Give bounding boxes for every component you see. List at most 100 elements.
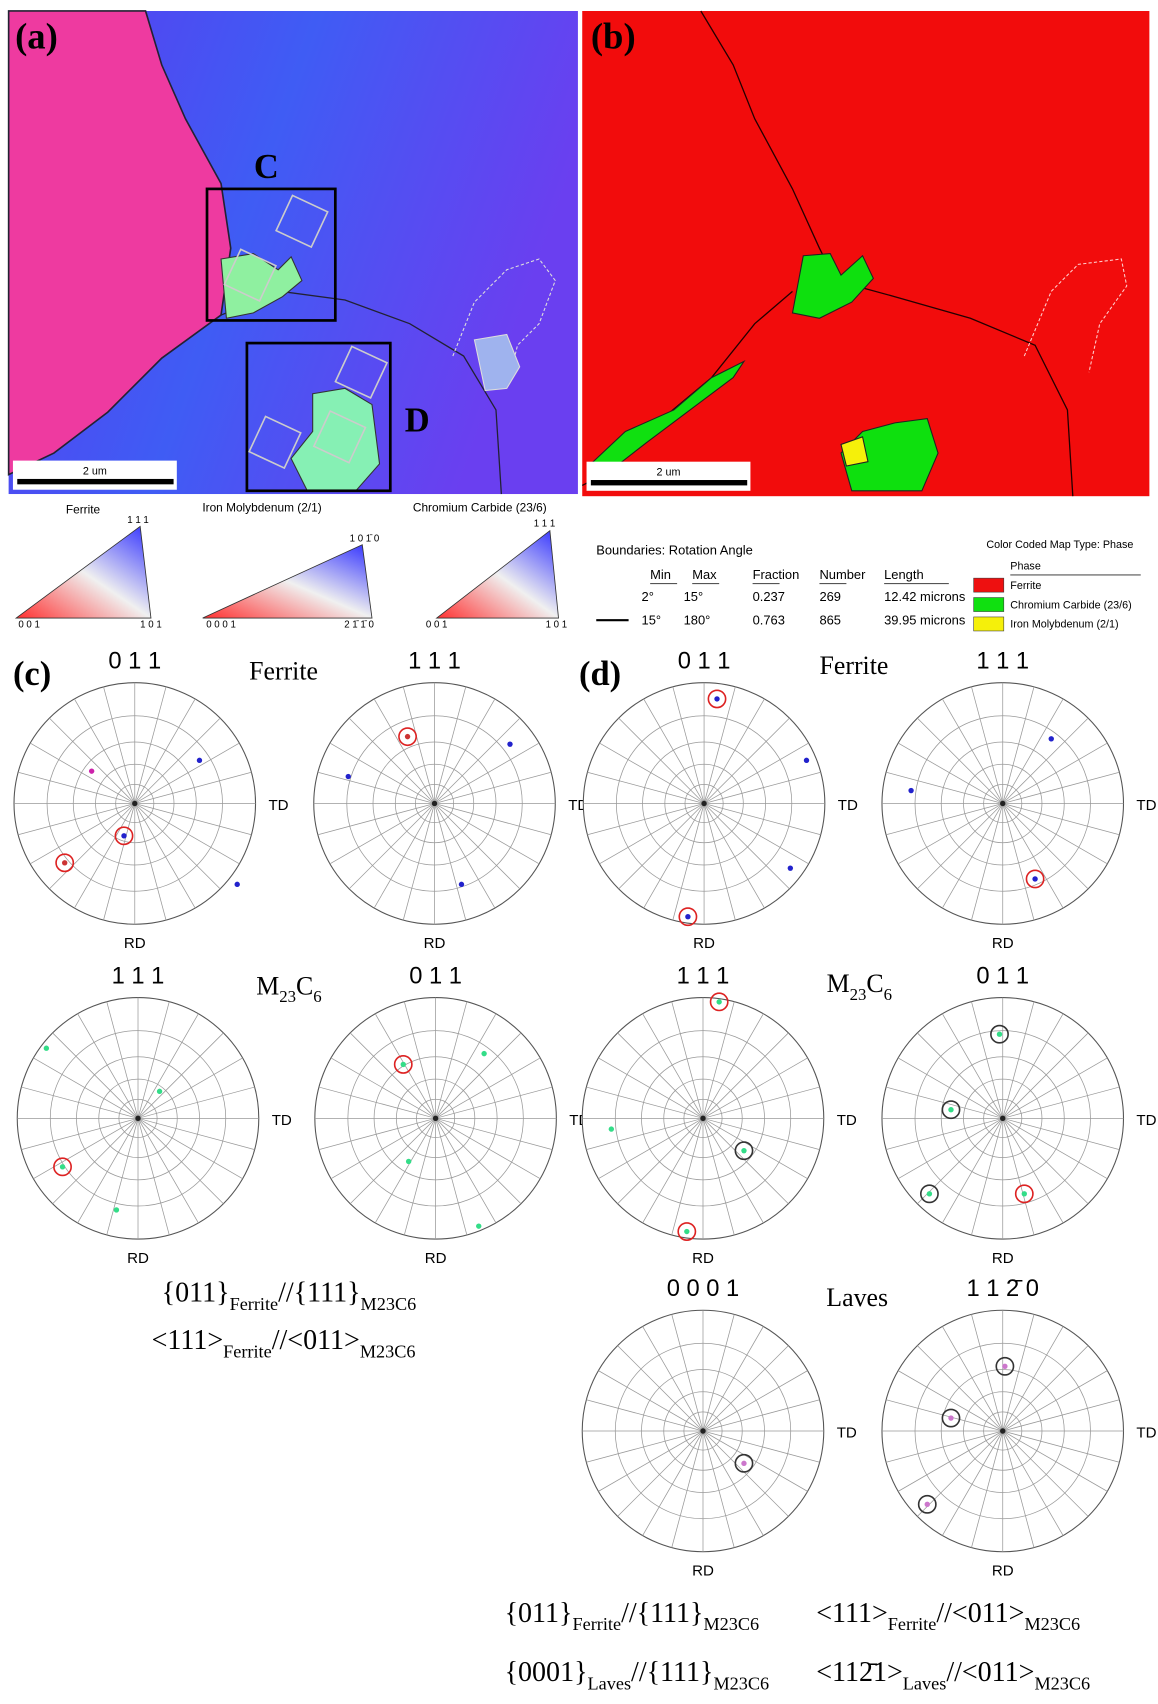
pole-center bbox=[700, 1428, 705, 1433]
pole-center bbox=[1000, 1116, 1005, 1121]
scale-bar bbox=[17, 479, 173, 484]
subscript: Ferrite bbox=[223, 1341, 272, 1361]
pole-spot bbox=[60, 1164, 65, 1169]
phase-label: M23C6 bbox=[827, 969, 892, 1004]
pole-spot bbox=[1049, 736, 1054, 741]
table-cell: 2° bbox=[642, 589, 654, 604]
subscript: M23C6 bbox=[713, 1674, 769, 1694]
text-part: Laves bbox=[826, 1283, 888, 1312]
table-header: Number bbox=[819, 567, 866, 582]
subscript: 23 bbox=[850, 985, 867, 1004]
text-part: //{111} bbox=[278, 1278, 360, 1309]
legend-swatch bbox=[974, 578, 1004, 592]
pole-center bbox=[1000, 1428, 1005, 1433]
pole-axis: TD bbox=[838, 797, 858, 814]
ipf-title: Chromium Carbide (23/6) bbox=[413, 500, 547, 514]
subscript: 6 bbox=[884, 985, 892, 1004]
pole-spot bbox=[948, 1415, 953, 1420]
pole-spot bbox=[741, 1148, 746, 1153]
pole-spot bbox=[405, 734, 410, 739]
phase-label: Ferrite bbox=[249, 656, 318, 685]
pole-spot bbox=[925, 1502, 930, 1507]
table-cell: 865 bbox=[819, 612, 841, 627]
table-cell: 12.42 microns bbox=[884, 589, 965, 604]
pole-center bbox=[132, 801, 137, 806]
pole-spot bbox=[1032, 876, 1037, 881]
ipf-corner: 1 1 1 bbox=[534, 518, 556, 529]
text-part: Ferrite bbox=[819, 651, 888, 680]
legend-header: Phase bbox=[1010, 561, 1041, 573]
pole-center bbox=[135, 1116, 140, 1121]
relation: {0001}Laves//{111}M23C6 bbox=[505, 1657, 770, 1693]
relation: {011}Ferrite//{111}M23C6 bbox=[162, 1278, 417, 1314]
subscript: 6 bbox=[313, 987, 321, 1006]
table-cell: 269 bbox=[819, 589, 841, 604]
subscript: Ferrite bbox=[888, 1614, 937, 1634]
pole-spot bbox=[927, 1191, 932, 1196]
subscript: Ferrite bbox=[230, 1294, 279, 1314]
pole-title: 0 1 1 bbox=[409, 964, 462, 990]
ipf-triangle bbox=[203, 545, 372, 618]
pole-title: 0 0 0 1 bbox=[667, 1276, 740, 1302]
pole-spot bbox=[401, 1062, 406, 1067]
table-cell: 0.763 bbox=[753, 612, 785, 627]
legend-label: Chromium Carbide (23/6) bbox=[1010, 599, 1131, 611]
text-part: //{111} bbox=[621, 1598, 703, 1629]
text-part: <112̄1> bbox=[816, 1657, 903, 1688]
panel-label: (b) bbox=[591, 16, 636, 57]
pole-title: 1 1 2̄ 0 bbox=[966, 1276, 1039, 1302]
pole-spot bbox=[609, 1126, 614, 1131]
pole-spot bbox=[481, 1051, 486, 1056]
pole-axis: RD bbox=[693, 935, 715, 952]
table-cell: 39.95 microns bbox=[884, 612, 965, 627]
pole-spot bbox=[62, 860, 67, 865]
pole-axis: RD bbox=[992, 1562, 1014, 1579]
pole-title: 1 1 1 bbox=[677, 964, 730, 990]
text-part: Ferrite bbox=[249, 656, 318, 685]
pole-axis: RD bbox=[692, 1250, 714, 1267]
relation: <111>Ferrite//<011>M23C6 bbox=[816, 1598, 1080, 1634]
pole-center bbox=[1000, 801, 1005, 806]
relation: <111>Ferrite//<011>M23C6 bbox=[152, 1325, 416, 1361]
pole-title: 1 1 1 bbox=[408, 649, 461, 675]
legend-title: Color Coded Map Type: Phase bbox=[986, 539, 1133, 551]
box-label: D bbox=[405, 401, 430, 439]
table-header: Min bbox=[650, 567, 671, 582]
table-cell: 180° bbox=[684, 612, 711, 627]
subscript: Ferrite bbox=[572, 1614, 621, 1634]
text-part: {011} bbox=[162, 1278, 230, 1309]
pole-axis: TD bbox=[268, 797, 288, 814]
table-header: Length bbox=[884, 567, 924, 582]
pole-axis: TD bbox=[837, 1424, 857, 1441]
phase-label: M23C6 bbox=[256, 971, 321, 1006]
text-part: M bbox=[256, 971, 279, 1000]
table-header: Fraction bbox=[753, 567, 800, 582]
pole-title: 0 1 1 bbox=[678, 649, 731, 675]
pole-spot bbox=[406, 1159, 411, 1164]
pole-spot bbox=[114, 1207, 119, 1212]
pole-spot bbox=[121, 833, 126, 838]
pole-spot bbox=[1022, 1191, 1027, 1196]
pole-axis: TD bbox=[837, 1112, 857, 1129]
ipf-corner: 0 0 0 1 bbox=[206, 620, 236, 631]
table-title: Boundaries: Rotation Angle bbox=[596, 542, 753, 557]
ipf-corner: 0 0 1 bbox=[426, 620, 448, 631]
text-part: //<011> bbox=[946, 1657, 1034, 1688]
subscript: Laves bbox=[903, 1674, 947, 1694]
pole-spot bbox=[684, 1229, 689, 1234]
ipf-triangle bbox=[437, 531, 559, 618]
pole-center bbox=[701, 801, 706, 806]
pole-axis: TD bbox=[1136, 1424, 1156, 1441]
pole-spot bbox=[997, 1032, 1002, 1037]
table-header: Max bbox=[692, 567, 717, 582]
pole-title: 1 1 1 bbox=[976, 649, 1029, 675]
panel-label: (d) bbox=[579, 655, 621, 693]
relation: {011}Ferrite//{111}M23C6 bbox=[505, 1598, 760, 1634]
pole-axis: RD bbox=[992, 1250, 1014, 1267]
scale-bar bbox=[591, 480, 747, 485]
pole-axis: RD bbox=[424, 935, 446, 952]
panel-label: (a) bbox=[15, 16, 58, 57]
pole-title: 1 1 1 bbox=[112, 964, 165, 990]
text-part: C bbox=[296, 971, 313, 1000]
pole-axis: RD bbox=[692, 1562, 714, 1579]
